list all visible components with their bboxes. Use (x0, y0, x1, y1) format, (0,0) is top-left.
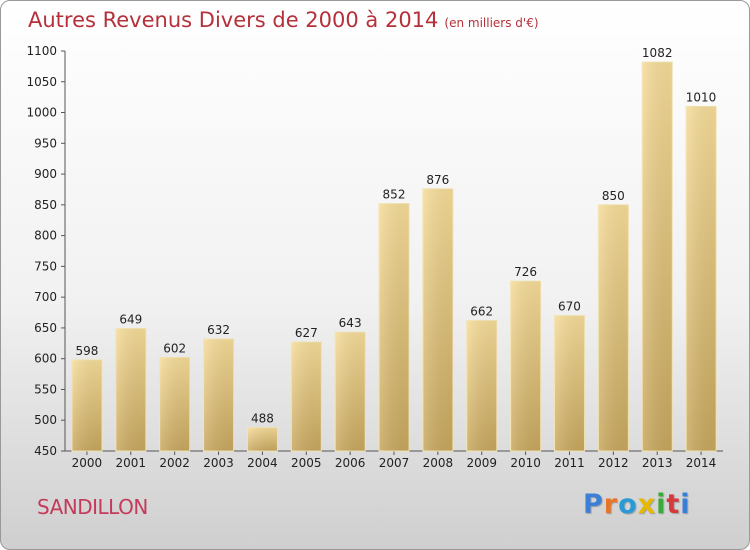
x-tick-label: 2010 (510, 456, 541, 470)
x-tick-label: 2000 (72, 456, 103, 470)
x-tick-label: 2013 (642, 456, 673, 470)
data-label: 662 (470, 305, 493, 319)
logo-letter: P (583, 489, 604, 520)
y-tick-label: 800 (34, 229, 57, 243)
bar-shade (71, 359, 102, 451)
x-tick-label: 2006 (335, 456, 366, 470)
x-tick-label: 2012 (598, 456, 629, 470)
chart-title: Autres Revenus Divers de 2000 à 2014 (en … (28, 8, 539, 32)
x-tick-label: 2014 (686, 456, 717, 470)
y-tick-label: 750 (34, 259, 57, 273)
data-label: 627 (295, 326, 318, 340)
bar-shade (291, 342, 322, 451)
data-label: 1082 (642, 46, 673, 60)
logo-letter: r (603, 489, 619, 520)
bar-shade (203, 339, 234, 451)
bar-shade (422, 188, 453, 451)
value-labels: 598 649 602 632 488 627 643 852 876 662 726 670 850 1… (75, 46, 716, 426)
data-label: 850 (602, 189, 625, 203)
bar-shade (159, 357, 190, 451)
data-label: 598 (75, 344, 98, 358)
y-tick-label: 950 (34, 136, 57, 150)
y-tick-label: 700 (34, 290, 57, 304)
title-unit: (en milliers d'€) (444, 16, 539, 30)
bar-shade (247, 427, 278, 451)
proxiti-logo[interactable]: Proxiti (583, 489, 691, 520)
bar-shade (379, 203, 409, 451)
logo-letter: x (637, 489, 657, 520)
data-label: 670 (558, 300, 581, 314)
y-tick-label: 550 (34, 382, 57, 396)
x-tick-label: 2005 (291, 456, 322, 470)
y-tick-label: 1100 (26, 44, 57, 58)
bar-shade (598, 204, 629, 451)
x-tick-label: 2001 (116, 456, 147, 470)
x-tick-label: 2008 (423, 456, 454, 470)
title-main: Autres Revenus Divers de 2000 à 2014 (28, 8, 439, 32)
axes: 450 500 550 600 650 700 750 800 850 900 950 1000 105… (26, 44, 723, 470)
x-tick-label: 2003 (203, 456, 234, 470)
y-tick-label: 1000 (26, 106, 57, 120)
x-tick-label: 2009 (466, 456, 497, 470)
x-tick-label: 2002 (159, 456, 190, 470)
bar-shade (554, 315, 585, 451)
bar-shade (510, 281, 541, 451)
data-label: 649 (119, 313, 142, 327)
bars (71, 61, 717, 452)
bar-shade (466, 320, 497, 451)
x-tick-label: 2004 (247, 456, 278, 470)
y-tick-label: 650 (34, 321, 57, 335)
data-label: 1010 (686, 90, 717, 104)
logo-letter: i (656, 489, 667, 520)
y-tick-label: 450 (34, 444, 57, 458)
data-label: 852 (383, 188, 406, 202)
x-tick-label: 2007 (379, 456, 410, 470)
x-tick-label: 2011 (554, 456, 585, 470)
bar-shade (686, 106, 717, 451)
y-tick-label: 500 (34, 413, 57, 427)
data-label: 602 (163, 341, 186, 355)
bar-shade (115, 328, 146, 451)
logo-letter: i (680, 489, 691, 520)
y-tick-label: 850 (34, 198, 57, 212)
data-label: 643 (339, 316, 362, 330)
data-label: 488 (251, 412, 274, 426)
logo-letter: o (618, 489, 638, 520)
logo-letter: t (666, 489, 681, 520)
data-label: 876 (426, 173, 449, 187)
y-tick-label: 600 (34, 352, 57, 366)
y-tick-label: 1050 (26, 75, 57, 89)
data-label: 726 (514, 265, 537, 279)
bar-shade (335, 332, 366, 451)
commune-name: SANDILLON (37, 495, 148, 519)
data-label: 632 (207, 323, 230, 337)
y-tick-label: 900 (34, 167, 57, 181)
bar-shade (642, 62, 673, 451)
